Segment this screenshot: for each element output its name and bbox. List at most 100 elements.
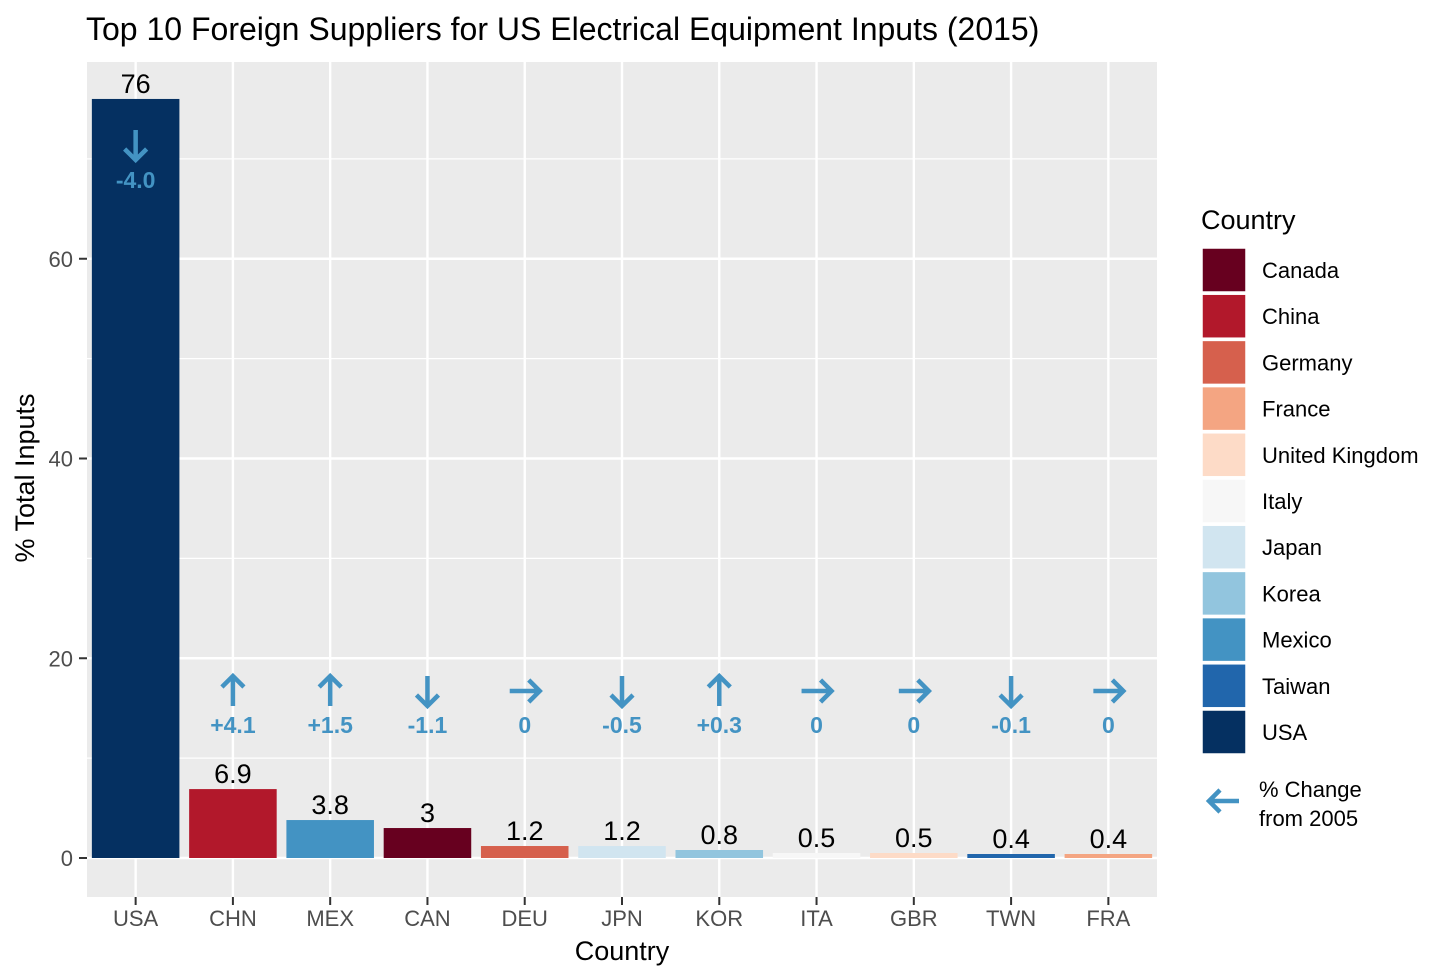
- legend-swatch: [1201, 570, 1247, 617]
- change-arrow-gbr: [898, 678, 932, 704]
- x-tick-label-mex: MEX: [306, 906, 354, 931]
- x-tick-label-gbr: GBR: [890, 906, 938, 931]
- change-arrow-twn-path: [998, 676, 1024, 710]
- change-label-usa: -4.0: [116, 167, 156, 193]
- legend-label: Mexico: [1262, 628, 1332, 653]
- legend-label: France: [1262, 397, 1330, 422]
- x-tick-label-ita: ITA: [800, 906, 833, 931]
- change-arrow-ita-path: [801, 678, 835, 704]
- x-axis-title: Country: [575, 936, 670, 966]
- x-tick-label-usa: USA: [113, 906, 159, 931]
- legend-label: Korea: [1262, 581, 1321, 606]
- legend-swatch: [1201, 616, 1247, 663]
- change-arrow-deu: [509, 678, 543, 704]
- change-label-deu: 0: [518, 712, 531, 738]
- change-arrow-fra: [1093, 678, 1127, 704]
- legend-swatch: [1201, 524, 1247, 570]
- change-label-can: -1.1: [408, 712, 448, 738]
- bar-usa: [91, 98, 180, 858]
- legend: Country Canada China Germany France United K…: [1201, 205, 1419, 831]
- change-arrow-kor-path: [706, 672, 732, 706]
- legend-items: Canada China Germany France United Kingdom It…: [1201, 247, 1419, 755]
- change-annotations: -4.0 +4.1 +1.5 -1.1 0 -0.5 +0.3 0 0 -0.1 0: [116, 130, 1127, 738]
- change-arrow-jpn: [609, 676, 635, 710]
- value-label-fra: 0.4: [1090, 824, 1128, 854]
- change-label-ita: 0: [810, 712, 823, 738]
- chart-title: Top 10 Foreign Suppliers for US Electric…: [86, 11, 1039, 47]
- value-label-chn: 6.9: [214, 759, 252, 789]
- x-tick-label-twn: TWN: [986, 906, 1036, 931]
- change-arrow-jpn-path: [609, 676, 635, 710]
- bar-kor: [675, 850, 764, 858]
- y-tick-label: 40: [49, 447, 73, 472]
- change-arrow-ita: [801, 678, 835, 704]
- y-axis-title: % Total Inputs: [10, 393, 40, 562]
- legend-label: China: [1262, 304, 1320, 329]
- value-label-gbr: 0.5: [895, 823, 933, 853]
- change-arrow-fra-path: [1093, 678, 1127, 704]
- change-label-twn: -0.1: [991, 712, 1031, 738]
- x-tick-label-fra: FRA: [1086, 906, 1130, 931]
- x-tick-label-jpn: JPN: [601, 906, 643, 931]
- x-tick-label-kor: KOR: [695, 906, 743, 931]
- legend-label: USA: [1262, 720, 1308, 745]
- bars: [91, 98, 1153, 858]
- legend-label: Japan: [1262, 535, 1322, 560]
- legend-swatch: [1201, 293, 1247, 339]
- value-label-kor: 0.8: [700, 820, 738, 850]
- legend-label: Germany: [1262, 350, 1352, 375]
- value-label-mex: 3.8: [311, 790, 349, 820]
- legend-change-label-line1: % Change: [1259, 777, 1362, 802]
- value-labels: 76 6.9 3.8 3 1.2 1.2 0.8 0.5 0.5 0.4 0.4: [121, 69, 1128, 854]
- value-label-jpn: 1.2: [603, 816, 641, 846]
- bar-mex: [286, 820, 374, 858]
- change-arrow-twn: [998, 676, 1024, 710]
- x-tick-label-deu: DEU: [502, 906, 548, 931]
- bar-can: [383, 828, 472, 858]
- change-label-kor: +0.3: [697, 712, 742, 738]
- value-label-usa: 76: [121, 69, 151, 99]
- bar-twn: [967, 854, 1055, 858]
- legend-swatch: [1201, 478, 1247, 524]
- value-label-ita: 0.5: [798, 823, 836, 853]
- legend-swatch: [1201, 385, 1247, 432]
- legend-change-arrow-path: [1205, 788, 1239, 814]
- x-axis: USA CHN MEX CAN DEU JPN KOR ITA GBR TWN FRA: [113, 897, 1131, 931]
- value-label-deu: 1.2: [506, 816, 544, 846]
- legend-title: Country: [1201, 205, 1296, 235]
- change-label-fra: 0: [1102, 712, 1115, 738]
- change-label-jpn: -0.5: [602, 712, 642, 738]
- value-label-can: 3: [420, 798, 435, 828]
- change-arrow-kor: [706, 672, 732, 706]
- legend-change-key: % Change from 2005: [1205, 777, 1362, 831]
- legend-swatch: [1201, 247, 1247, 293]
- y-tick-label: 20: [49, 646, 73, 671]
- change-arrow-mex-path: [317, 672, 343, 706]
- x-tick-label-chn: CHN: [209, 906, 257, 931]
- value-label-twn: 0.4: [992, 824, 1030, 854]
- change-arrow-can-path: [414, 676, 441, 710]
- bar-fra: [1064, 854, 1153, 858]
- change-arrow-chn: [220, 672, 246, 706]
- x-tick-label-can: CAN: [404, 906, 450, 931]
- bar-ita: [772, 853, 861, 858]
- change-arrow-usa-path: [123, 130, 149, 164]
- change-arrow-deu-path: [509, 678, 543, 704]
- y-axis: 0 20 40 60: [49, 247, 87, 871]
- legend-swatch: [1201, 339, 1247, 386]
- change-label-mex: +1.5: [307, 712, 353, 738]
- bar-jpn: [578, 846, 666, 858]
- change-arrow-mex: [317, 672, 343, 706]
- legend-swatch: [1201, 432, 1247, 478]
- legend-label: Canada: [1262, 258, 1340, 283]
- y-tick-label: 60: [49, 247, 73, 272]
- change-label-chn: +4.1: [210, 712, 256, 738]
- legend-label: Italy: [1262, 489, 1302, 514]
- legend-swatch: [1201, 663, 1247, 709]
- legend-label: Taiwan: [1262, 674, 1330, 699]
- change-arrow-can: [414, 676, 441, 710]
- change-arrow-gbr-path: [898, 678, 932, 704]
- bar-deu: [480, 846, 569, 858]
- y-tick-label: 0: [61, 846, 73, 871]
